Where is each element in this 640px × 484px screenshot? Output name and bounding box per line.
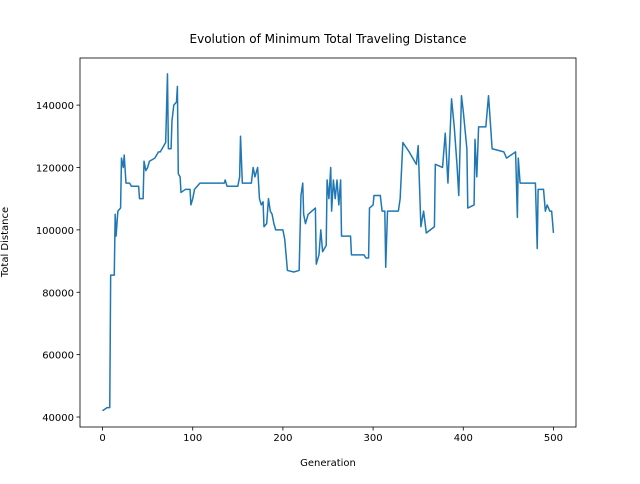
chart-title: Evolution of Minimum Total Traveling Dis… <box>190 32 467 46</box>
y-tick-label: 100000 <box>36 226 74 237</box>
x-axis-label: Generation <box>300 458 356 469</box>
plot-frame <box>79 57 577 428</box>
x-tick-label: 300 <box>364 433 383 444</box>
x-tick-label: 400 <box>454 433 473 444</box>
x-tick-label: 100 <box>183 433 202 444</box>
data-line <box>102 73 555 412</box>
y-tick-label: 60000 <box>42 351 74 362</box>
x-tick-label: 0 <box>99 433 105 444</box>
y-tick-label: 140000 <box>36 101 74 112</box>
y-tick-label: 80000 <box>42 288 74 299</box>
y-axis-label: Total Distance <box>0 207 11 278</box>
y-tick-label: 40000 <box>42 413 74 424</box>
y-tick-label: 120000 <box>36 163 74 174</box>
x-tick-label: 500 <box>544 433 563 444</box>
x-tick-label: 200 <box>273 433 292 444</box>
